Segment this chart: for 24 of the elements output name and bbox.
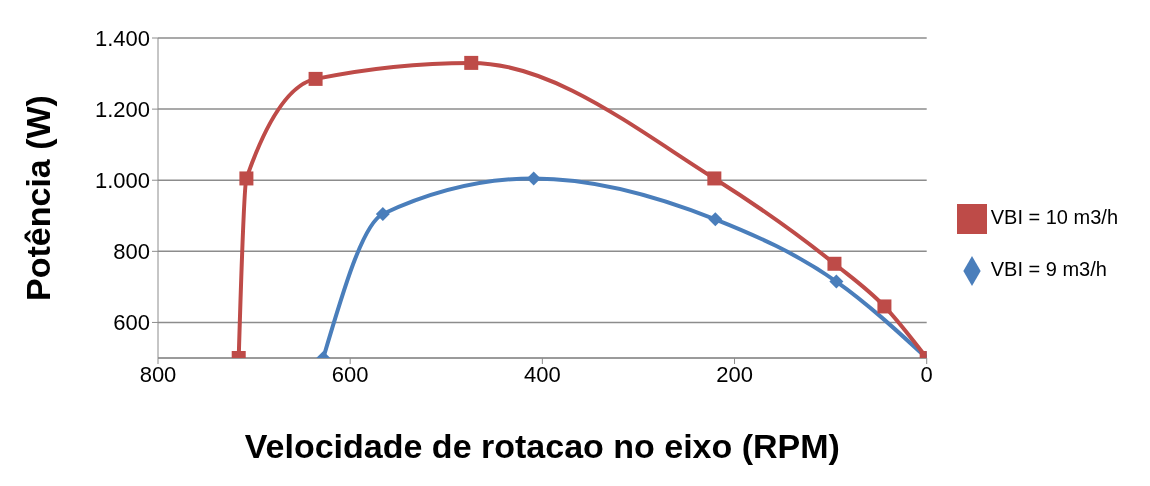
y-axis-title: Potência (W) bbox=[19, 95, 58, 301]
point bbox=[464, 55, 479, 70]
x-axis-title: Velocidade de rotacao no eixo (RPM) bbox=[244, 427, 840, 465]
x-tick-label: 800 bbox=[139, 361, 177, 387]
point bbox=[877, 299, 892, 314]
point bbox=[827, 256, 842, 271]
x-tick-label: 400 bbox=[523, 361, 561, 387]
y-tick-label: 1.400 bbox=[94, 25, 150, 51]
x-tick-label: 0 bbox=[920, 361, 933, 387]
point bbox=[239, 171, 254, 186]
y-tick-label: 600 bbox=[113, 310, 150, 336]
point bbox=[707, 171, 722, 186]
x-tick-label: 200 bbox=[716, 361, 753, 387]
point bbox=[829, 274, 844, 289]
point bbox=[375, 207, 390, 221]
point bbox=[308, 71, 323, 86]
y-tick-label: 800 bbox=[113, 239, 150, 265]
legend-label: VBI = 9 m3/h bbox=[990, 258, 1107, 280]
point bbox=[708, 212, 723, 227]
y-tick-label: 1.200 bbox=[94, 96, 150, 122]
x-tick-label: 600 bbox=[331, 361, 369, 387]
legend-label: VBI = 10 m3/h bbox=[990, 206, 1118, 228]
point bbox=[526, 171, 541, 186]
y-tick-label: 1.000 bbox=[94, 168, 150, 194]
